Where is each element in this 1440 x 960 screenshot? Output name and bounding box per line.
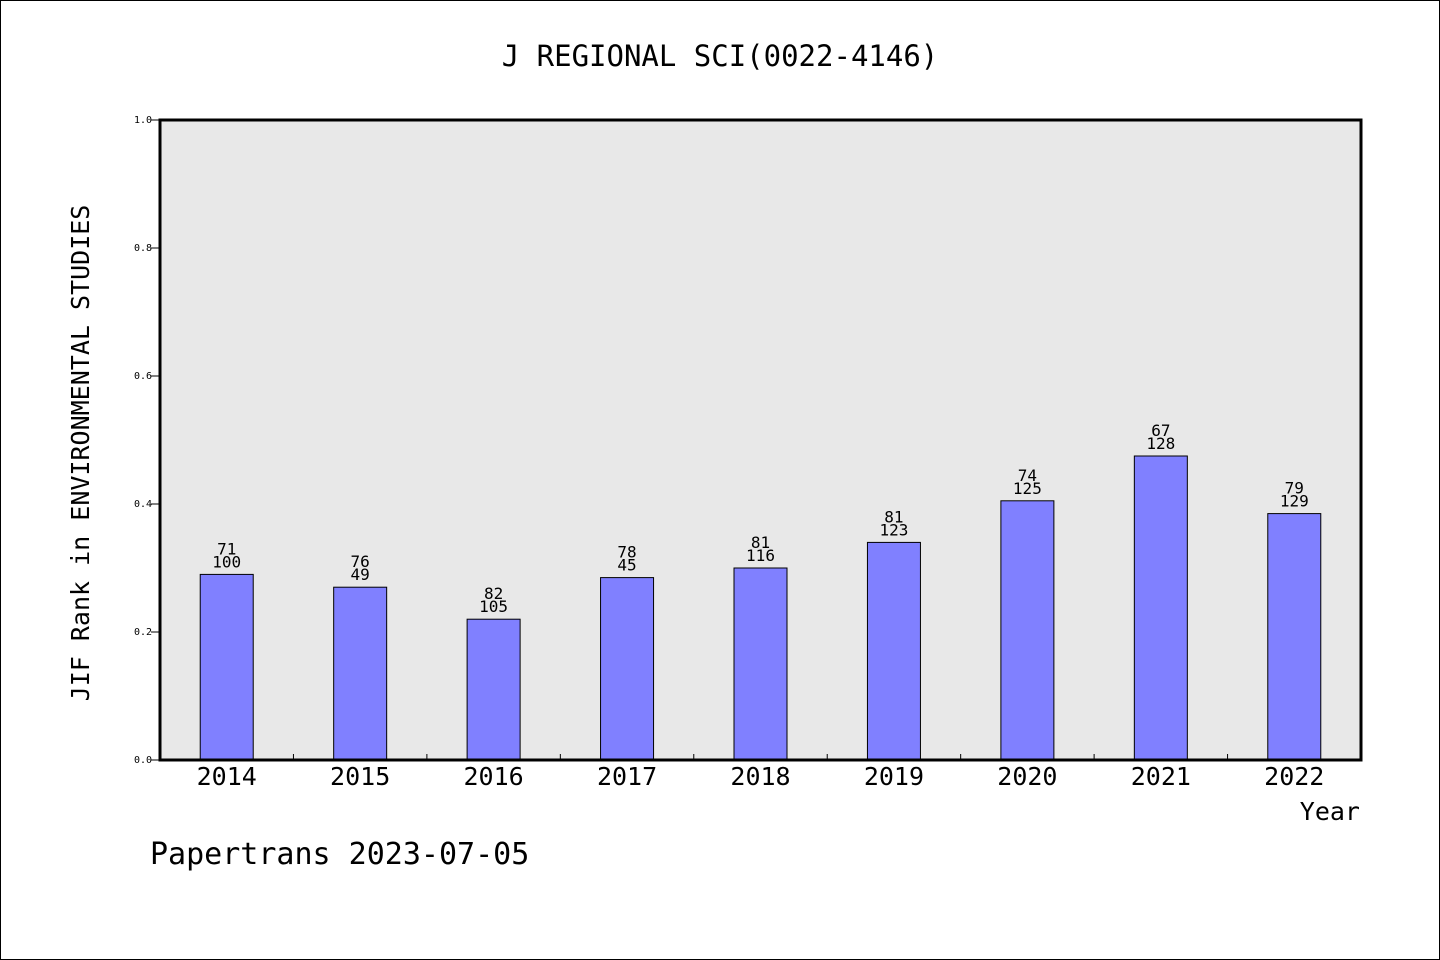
bar-label-total: 129 [1280,492,1309,511]
y-tick-label: 1.0 [134,115,152,126]
bar-label-rank: 67 [1151,421,1170,440]
bar [733,567,788,761]
x-tick-label: 2017 [597,762,657,791]
bar [866,541,921,761]
bar-label-rank: 81 [751,533,770,552]
chart-title: J REGIONAL SCI(0022-4146) [502,39,939,73]
y-tick-label: 0.6 [134,371,152,382]
bar-label-total: 100 [212,552,241,571]
y-tick-label: 0.8 [134,243,152,254]
x-tick-label: 2022 [1264,762,1324,791]
bar-label-total: 105 [479,597,508,616]
y-axis-ticks: 0.0 0.2 0.4 0.6 0.8 1.0 [134,115,160,766]
plot-border [158,118,1363,762]
x-axis-label: Year [1300,797,1360,826]
bar-label-rank: 71 [217,539,236,558]
bar [466,618,521,761]
bar-label-total: 49 [351,565,370,584]
bar-label-total: 128 [1146,434,1175,453]
bar-label-rank: 78 [617,543,636,562]
bar-label-rank: 81 [884,507,903,526]
y-tick-label: 0.4 [134,499,152,510]
bar-label-total: 123 [879,520,908,539]
x-axis-ticks: 2014 2015 2016 2017 2018 2019 2020 2021 2022 [197,754,1324,791]
bar [600,577,655,761]
bar-label-total: 45 [617,556,636,575]
bar [199,573,254,761]
x-tick-label: 2018 [730,762,790,791]
bar-label-total: 116 [746,546,775,565]
footer-credit: Papertrans 2023-07-05 [150,837,529,872]
x-tick-label: 2014 [197,762,257,791]
bar-label-rank: 74 [1018,466,1037,485]
x-tick-label: 2016 [464,762,524,791]
bar [1133,455,1188,761]
y-axis-label: JIF Rank in ENVIRONMENTAL STUDIES [66,205,95,702]
bar-label-total: 125 [1013,479,1042,498]
bar [1000,500,1055,761]
x-tick-label: 2021 [1131,762,1191,791]
bar-label-rank: 82 [484,584,503,603]
bar-label-rank: 79 [1285,479,1304,498]
x-tick-label: 2020 [997,762,1057,791]
bars-group [199,455,1322,761]
x-tick-label: 2015 [330,762,390,791]
bar-label-rank: 76 [351,552,370,571]
x-tick-label: 2019 [864,762,924,791]
y-tick-label: 0.2 [134,627,152,638]
bar [333,586,388,761]
bar [1267,513,1322,761]
y-tick-label: 0.0 [134,755,152,766]
